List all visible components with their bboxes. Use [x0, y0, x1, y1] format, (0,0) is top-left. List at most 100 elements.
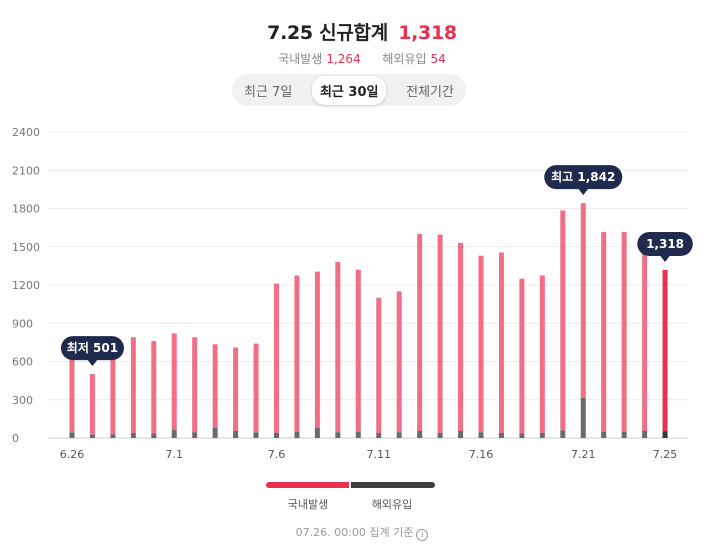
x-tick-label: 7.21 [571, 448, 596, 461]
bar-domestic [376, 297, 382, 433]
bar-domestic [396, 291, 402, 433]
tab-all-period[interactable]: 전체기간 [406, 84, 454, 100]
bar-imported [69, 432, 75, 438]
bar-imported [274, 432, 279, 438]
bar-imported [621, 431, 627, 438]
tooltip-annotation: 1,318 [637, 231, 693, 262]
tooltip-box [60, 336, 124, 361]
bar-domestic [192, 337, 198, 433]
tooltip-annotation: 최고 1,842 [544, 165, 623, 196]
x-tick-label: 7.11 [367, 448, 392, 461]
tooltip-label: 최저 501 [67, 340, 118, 355]
bar-domestic [294, 275, 300, 432]
bar-imported [601, 431, 607, 438]
bar-domestic [478, 255, 484, 433]
bar-imported [560, 430, 566, 438]
bar-domestic [253, 343, 259, 433]
daily-cases-bar-chart: 0 300 600 900 1200 1500 1800 2100 2400 6.26 7.1 7.6… [12, 126, 693, 461]
bar-domestic [335, 262, 341, 433]
bar-imported [539, 432, 545, 438]
page-title: 7.25 신규합계 1,318 [0, 18, 724, 45]
bar-imported [233, 430, 239, 438]
bar-imported [151, 433, 157, 438]
imported-label: 해외유입 [382, 52, 427, 66]
tooltip-annotation: 최저 501 [60, 336, 124, 367]
bar-imported [478, 432, 484, 438]
tooltip-label: 최고 1,842 [551, 169, 615, 184]
y-tick-label: 1200 [12, 279, 40, 292]
bar-imported [212, 427, 218, 438]
bar-domestic [69, 357, 75, 433]
bar-domestic [519, 278, 525, 434]
bar-imported [89, 434, 95, 438]
bar-imported [396, 432, 402, 438]
bar-imported [458, 430, 464, 438]
x-tick-label: 7.6 [268, 448, 286, 461]
y-tick-label: 2100 [12, 164, 40, 177]
tab-last-30-days[interactable]: 최근 30일 [311, 75, 387, 105]
bar-imported [110, 434, 116, 438]
legend-label-imported: 해외유입 [371, 498, 413, 511]
bar-imported [498, 432, 504, 438]
y-tick-label: 300 [12, 394, 33, 407]
bar-domestic [437, 234, 443, 433]
tooltip-box [637, 231, 693, 256]
period-tabs: 최근 7일 최근 30일 전체기간 [232, 74, 466, 106]
tooltip-box [544, 165, 623, 190]
bar-domestic [151, 341, 157, 434]
bar-domestic [89, 374, 95, 435]
bar-imported [642, 430, 648, 438]
bar-imported [355, 431, 361, 438]
bar-imported [417, 430, 423, 438]
bar-domestic [580, 203, 586, 398]
footer-note: 07.26. 00:00 집계 기준 i [0, 524, 724, 541]
bar-domestic [458, 242, 464, 431]
x-tick-label: 7.1 [166, 448, 184, 461]
bar-domestic [355, 269, 361, 432]
bar-domestic [498, 252, 504, 433]
bar-imported [171, 429, 177, 438]
tooltip-label: 1,318 [646, 237, 684, 251]
bar-imported [130, 432, 136, 438]
bar-imported [294, 431, 300, 438]
bar-imported [314, 427, 320, 438]
y-tick-label: 900 [12, 317, 33, 330]
legend-swatch-imported [351, 482, 435, 488]
bar-imported [580, 397, 586, 438]
bar-domestic [539, 275, 545, 433]
y-tick-label: 600 [12, 356, 33, 369]
imported-count: 54 [430, 52, 446, 66]
bar-imported [376, 432, 382, 438]
domestic-count: 1,264 [326, 52, 361, 66]
bar-domestic [274, 283, 279, 433]
tab-last-7-days[interactable]: 최근 7일 [244, 84, 293, 100]
bar-domestic [171, 333, 177, 430]
bar-domestic [314, 271, 320, 428]
bar-domestic [417, 234, 423, 431]
y-tick-label: 2400 [12, 126, 40, 139]
legend-swatch-domestic [266, 482, 349, 488]
y-tick-label: 1500 [12, 241, 40, 254]
bar-domestic [662, 269, 668, 432]
domestic-label: 국내발생 [278, 52, 323, 66]
info-icon[interactable]: i [416, 529, 429, 541]
bar-domestic [130, 337, 136, 433]
bar-imported [335, 432, 341, 438]
x-tick-label: 7.25 [653, 448, 678, 461]
tooltip-pointer [578, 188, 589, 196]
bar-domestic [601, 232, 607, 432]
bar-domestic [642, 251, 648, 431]
bar-domestic [110, 359, 116, 435]
total-count: 1,318 [398, 22, 457, 44]
bar-domestic [212, 344, 218, 428]
bar-imported [437, 432, 443, 438]
legend-label-domestic: 국내발생 [287, 498, 329, 511]
tooltip-pointer [87, 359, 98, 367]
title-text: 7.25 신규합계 [267, 22, 388, 44]
bar-domestic [621, 232, 627, 432]
x-tick-label: 7.16 [469, 448, 494, 461]
chart-legend: 국내발생 해외유입 [266, 482, 436, 512]
chart-header: 7.25 신규합계 1,318 국내발생 1,264 해외유입 54 [0, 18, 724, 67]
bar-imported [192, 432, 198, 438]
breakdown-row: 국내발생 1,264 해외유입 54 [0, 50, 724, 67]
